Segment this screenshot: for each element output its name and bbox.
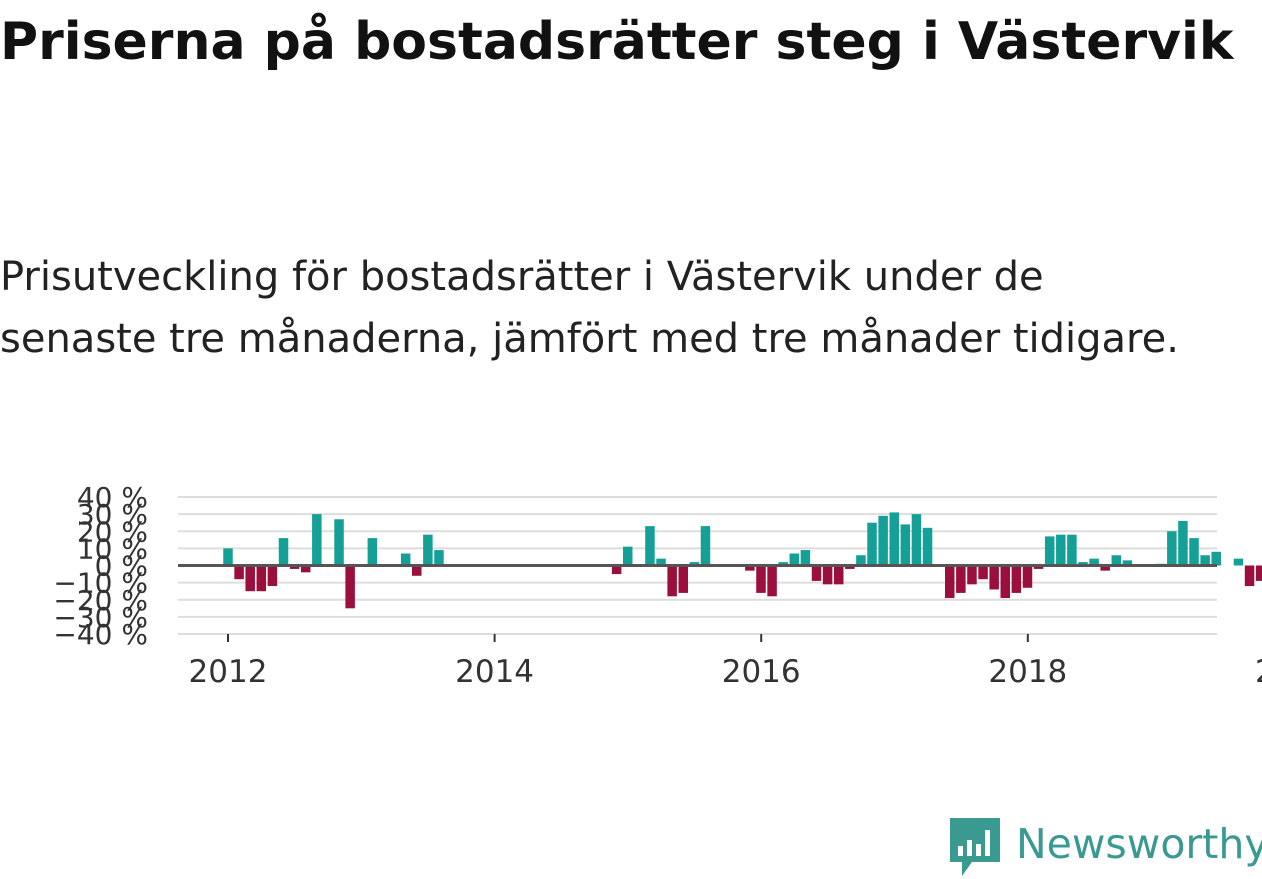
bar — [1000, 565, 1011, 599]
x-tick-label: 2014 — [455, 654, 534, 690]
bar — [1200, 555, 1210, 566]
bar — [745, 565, 755, 571]
bar — [223, 548, 233, 566]
bar — [1078, 562, 1088, 566]
y-tick-label: 20 % — [77, 515, 148, 548]
bar — [756, 565, 766, 593]
y-tick-label: 10 % — [77, 532, 148, 565]
bar — [1089, 558, 1099, 566]
bar — [1111, 555, 1122, 566]
bar — [345, 565, 355, 609]
bar — [1211, 551, 1221, 566]
bar — [434, 550, 444, 566]
bar — [611, 565, 622, 575]
bar — [423, 534, 433, 566]
x-tick-label: 2012 — [189, 654, 268, 690]
bar — [800, 550, 811, 566]
bar — [833, 565, 844, 585]
bar — [256, 565, 267, 592]
bar — [1056, 534, 1066, 566]
y-tick-label: 40 % — [77, 481, 148, 514]
bar — [234, 565, 244, 580]
bar — [1033, 565, 1044, 569]
y-tick-label: −40 % — [53, 618, 148, 651]
bar — [956, 565, 966, 593]
bar — [778, 562, 788, 566]
x-tick-label: 2018 — [988, 654, 1067, 690]
bar — [656, 558, 666, 566]
x-tick-label: 2020 — [1255, 654, 1262, 690]
bar — [1022, 565, 1033, 588]
y-tick-label: −10 % — [53, 567, 148, 600]
bar — [312, 514, 322, 566]
chart-title: Priserna på bostadsrätter steg i Västerv… — [0, 12, 1234, 72]
bar — [289, 565, 300, 569]
labels: 40 %30 %20 %10 %0 %−10 %−20 %−30 %−40 % 2… — [53, 481, 1262, 690]
bar — [889, 512, 899, 566]
bar — [1122, 560, 1133, 566]
bar — [700, 526, 711, 566]
bar — [767, 565, 777, 597]
y-tick-label: −20 % — [53, 584, 148, 617]
bar — [667, 565, 677, 597]
bar — [1178, 520, 1188, 566]
bar — [789, 553, 800, 566]
bar — [678, 565, 689, 593]
bar — [1189, 538, 1199, 566]
bar — [1011, 565, 1022, 593]
bar — [1233, 558, 1244, 566]
bar — [622, 546, 633, 566]
bar — [867, 522, 877, 566]
y-tick-label: 0 % — [95, 550, 148, 583]
bar — [1255, 565, 1262, 581]
bar — [1167, 531, 1177, 566]
bar — [989, 565, 999, 590]
bar — [334, 519, 344, 566]
bar — [1067, 534, 1077, 566]
bar — [1244, 565, 1255, 587]
bar — [267, 565, 278, 587]
axes — [178, 564, 1217, 642]
chart-subtitle: Prisutveckling för bostadsrätter i Väste… — [0, 254, 1179, 362]
bar — [400, 553, 411, 566]
bar — [645, 526, 655, 566]
newsworthy-brand: Newsworthy — [950, 818, 1262, 878]
bar — [845, 565, 855, 569]
bar — [978, 565, 988, 580]
bar — [245, 565, 255, 592]
bar — [922, 527, 933, 566]
bar — [945, 565, 955, 599]
bar — [878, 515, 888, 566]
y-tick-label: 30 % — [77, 498, 148, 531]
bar — [1100, 565, 1110, 571]
bar — [412, 565, 422, 576]
bar — [689, 562, 700, 566]
bar — [900, 524, 911, 566]
bar — [811, 565, 822, 581]
y-tick-label: −30 % — [53, 601, 148, 634]
bars — [223, 512, 1262, 609]
x-tick-label: 2016 — [722, 654, 801, 690]
bar — [911, 514, 922, 566]
brand-name: Newsworthy — [1016, 820, 1262, 868]
price-change-bar-chart: 40 %30 %20 %10 %0 %−10 %−20 %−30 %−40 % 2… — [53, 481, 1262, 690]
bar — [856, 555, 866, 566]
bar — [278, 538, 289, 566]
bar — [822, 565, 833, 585]
bar — [967, 565, 977, 585]
bar — [367, 538, 378, 566]
newsworthy-logo-icon — [950, 818, 1000, 876]
bar — [1044, 536, 1055, 566]
bar — [300, 565, 311, 573]
